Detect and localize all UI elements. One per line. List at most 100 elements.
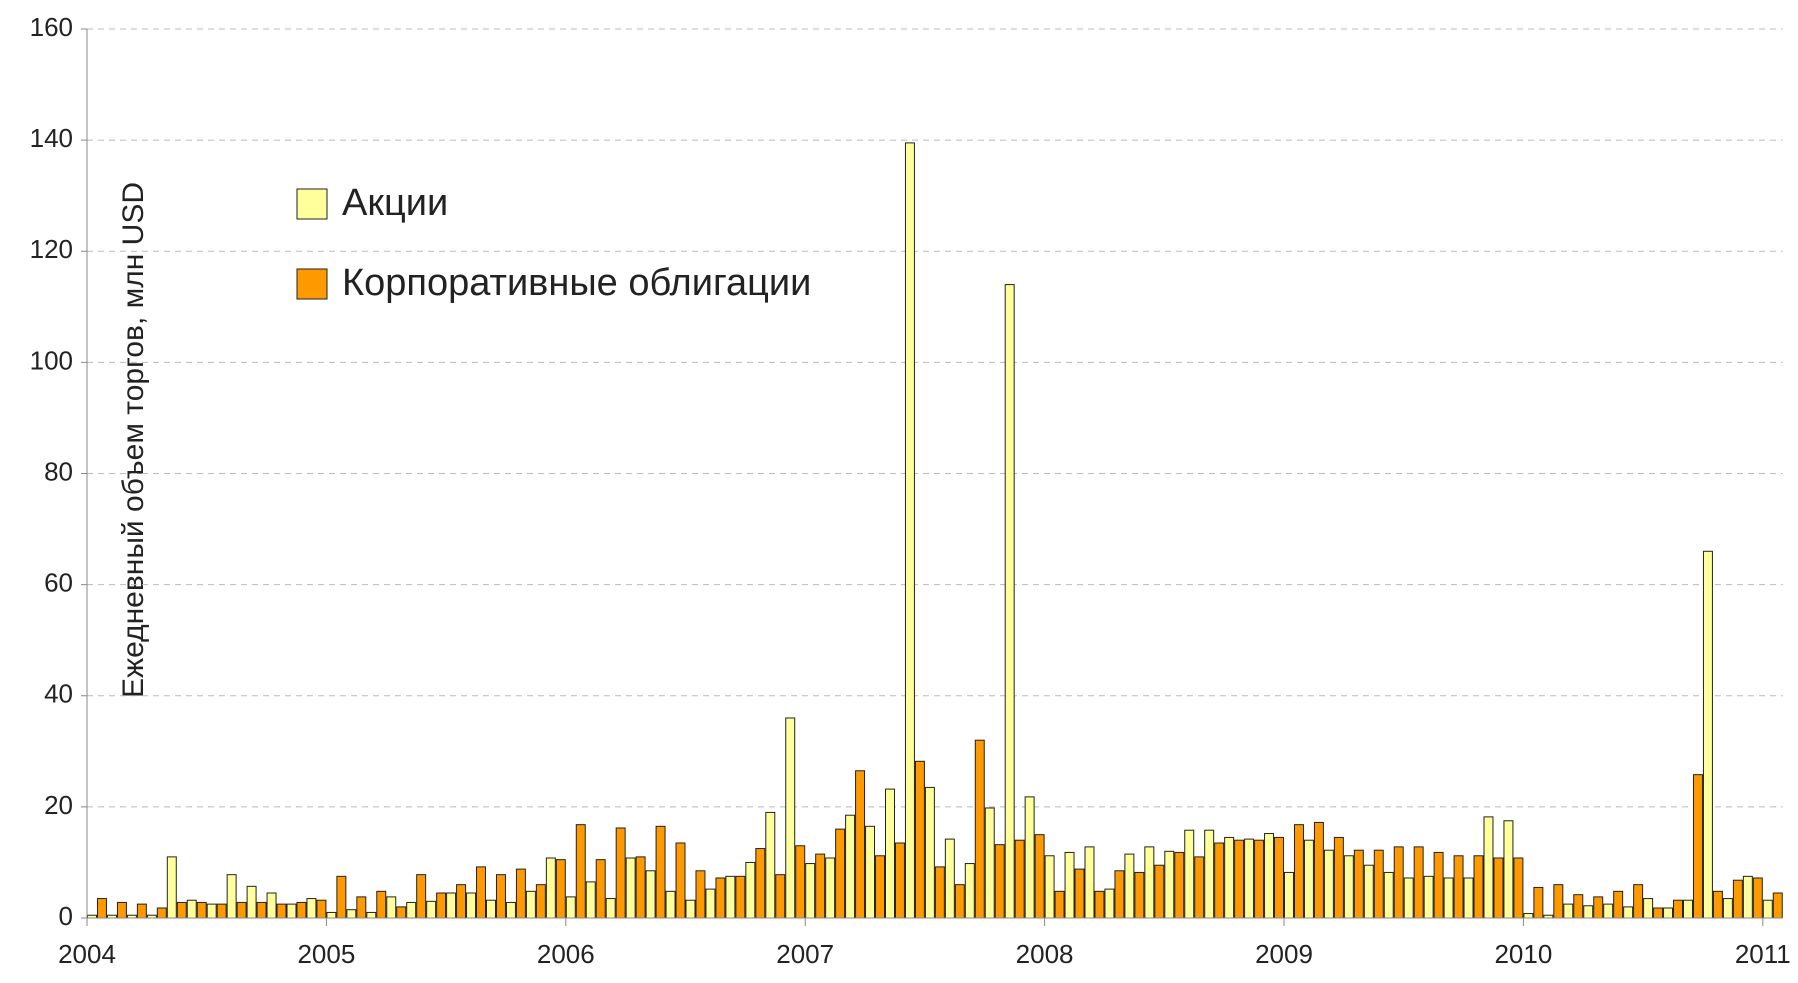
bar bbox=[286, 903, 297, 919]
bar bbox=[575, 824, 586, 919]
bar bbox=[1533, 886, 1544, 919]
bar bbox=[1234, 839, 1245, 919]
bar bbox=[1124, 853, 1135, 919]
bar bbox=[885, 788, 895, 919]
bar bbox=[1284, 871, 1294, 919]
bar bbox=[316, 899, 327, 919]
bar bbox=[1343, 855, 1354, 919]
bar bbox=[815, 853, 826, 919]
bar bbox=[1683, 899, 1693, 919]
bar bbox=[1473, 855, 1484, 919]
bar bbox=[386, 896, 397, 919]
bar bbox=[805, 863, 816, 919]
bar bbox=[625, 857, 636, 919]
bar bbox=[974, 739, 985, 919]
bar bbox=[1244, 838, 1255, 919]
bar bbox=[735, 875, 746, 919]
bar bbox=[795, 845, 806, 919]
bar bbox=[1752, 877, 1763, 919]
bar bbox=[346, 909, 357, 919]
bar bbox=[715, 877, 726, 919]
bar bbox=[1453, 855, 1464, 919]
bar bbox=[1403, 877, 1414, 919]
bar bbox=[934, 866, 945, 919]
x-tick-label: 2008 bbox=[1016, 939, 1074, 969]
y-tick-label: 140 bbox=[30, 123, 73, 153]
legend-swatch bbox=[296, 268, 328, 300]
bar bbox=[1084, 846, 1095, 919]
bar bbox=[585, 881, 596, 919]
bar bbox=[1074, 868, 1085, 919]
bar bbox=[1194, 856, 1205, 919]
bar bbox=[944, 838, 955, 919]
bar bbox=[1064, 851, 1075, 919]
bar bbox=[1413, 846, 1424, 919]
bar bbox=[1393, 846, 1404, 919]
y-tick-label: 40 bbox=[44, 679, 73, 709]
bar bbox=[186, 899, 197, 919]
bar bbox=[1523, 913, 1534, 919]
bar bbox=[785, 717, 796, 919]
bar bbox=[1443, 877, 1454, 919]
legend-label: Корпоративные облигации bbox=[342, 262, 811, 304]
bar bbox=[1293, 824, 1304, 919]
bar bbox=[1643, 898, 1654, 919]
bar bbox=[565, 896, 576, 919]
bar bbox=[1732, 879, 1743, 919]
bar bbox=[1034, 834, 1045, 919]
bar bbox=[1174, 851, 1185, 919]
bar bbox=[1633, 884, 1644, 919]
bar bbox=[1363, 864, 1374, 919]
bar bbox=[1313, 821, 1324, 919]
bar bbox=[436, 892, 447, 919]
bar bbox=[1583, 905, 1594, 919]
bar bbox=[1503, 820, 1514, 919]
bar bbox=[486, 899, 496, 919]
bar bbox=[1603, 903, 1614, 919]
bar bbox=[875, 855, 886, 919]
bar bbox=[1184, 829, 1195, 919]
x-tick-label: 2007 bbox=[776, 939, 834, 969]
bar bbox=[276, 903, 287, 919]
bar bbox=[1373, 849, 1384, 919]
bar bbox=[336, 875, 347, 919]
bar bbox=[1553, 884, 1564, 919]
y-tick-label: 100 bbox=[30, 345, 73, 375]
bar bbox=[685, 899, 696, 919]
y-tick-label: 0 bbox=[59, 901, 73, 931]
bar bbox=[775, 874, 786, 919]
bar bbox=[894, 842, 905, 919]
bar bbox=[1573, 894, 1584, 919]
bar bbox=[1004, 284, 1015, 919]
bar bbox=[1653, 907, 1664, 919]
bar bbox=[426, 900, 437, 919]
bar bbox=[96, 898, 107, 919]
bar bbox=[1383, 871, 1394, 919]
bar bbox=[416, 874, 427, 919]
bar bbox=[1772, 892, 1783, 919]
bar bbox=[914, 760, 925, 919]
bar bbox=[765, 811, 776, 919]
bar bbox=[196, 901, 207, 919]
bar bbox=[406, 901, 417, 919]
bar bbox=[675, 842, 686, 919]
bar bbox=[326, 911, 337, 919]
bar bbox=[1463, 877, 1474, 919]
y-tick-label: 80 bbox=[44, 456, 73, 486]
bar bbox=[1014, 839, 1025, 919]
bar bbox=[964, 863, 975, 919]
bar bbox=[605, 898, 616, 919]
bar bbox=[116, 901, 127, 919]
bar bbox=[1483, 816, 1494, 919]
y-tick-label: 120 bbox=[30, 234, 73, 264]
bar bbox=[476, 866, 486, 919]
bar bbox=[1264, 833, 1275, 919]
x-tick-label: 2009 bbox=[1255, 939, 1313, 969]
bar bbox=[954, 884, 965, 919]
bar bbox=[236, 901, 247, 919]
bar bbox=[1214, 842, 1225, 919]
x-tick-label: 2010 bbox=[1494, 939, 1552, 969]
bar bbox=[1054, 890, 1065, 919]
y-axis-label: Ежедневный объем торгов, млн USD bbox=[117, 182, 150, 698]
